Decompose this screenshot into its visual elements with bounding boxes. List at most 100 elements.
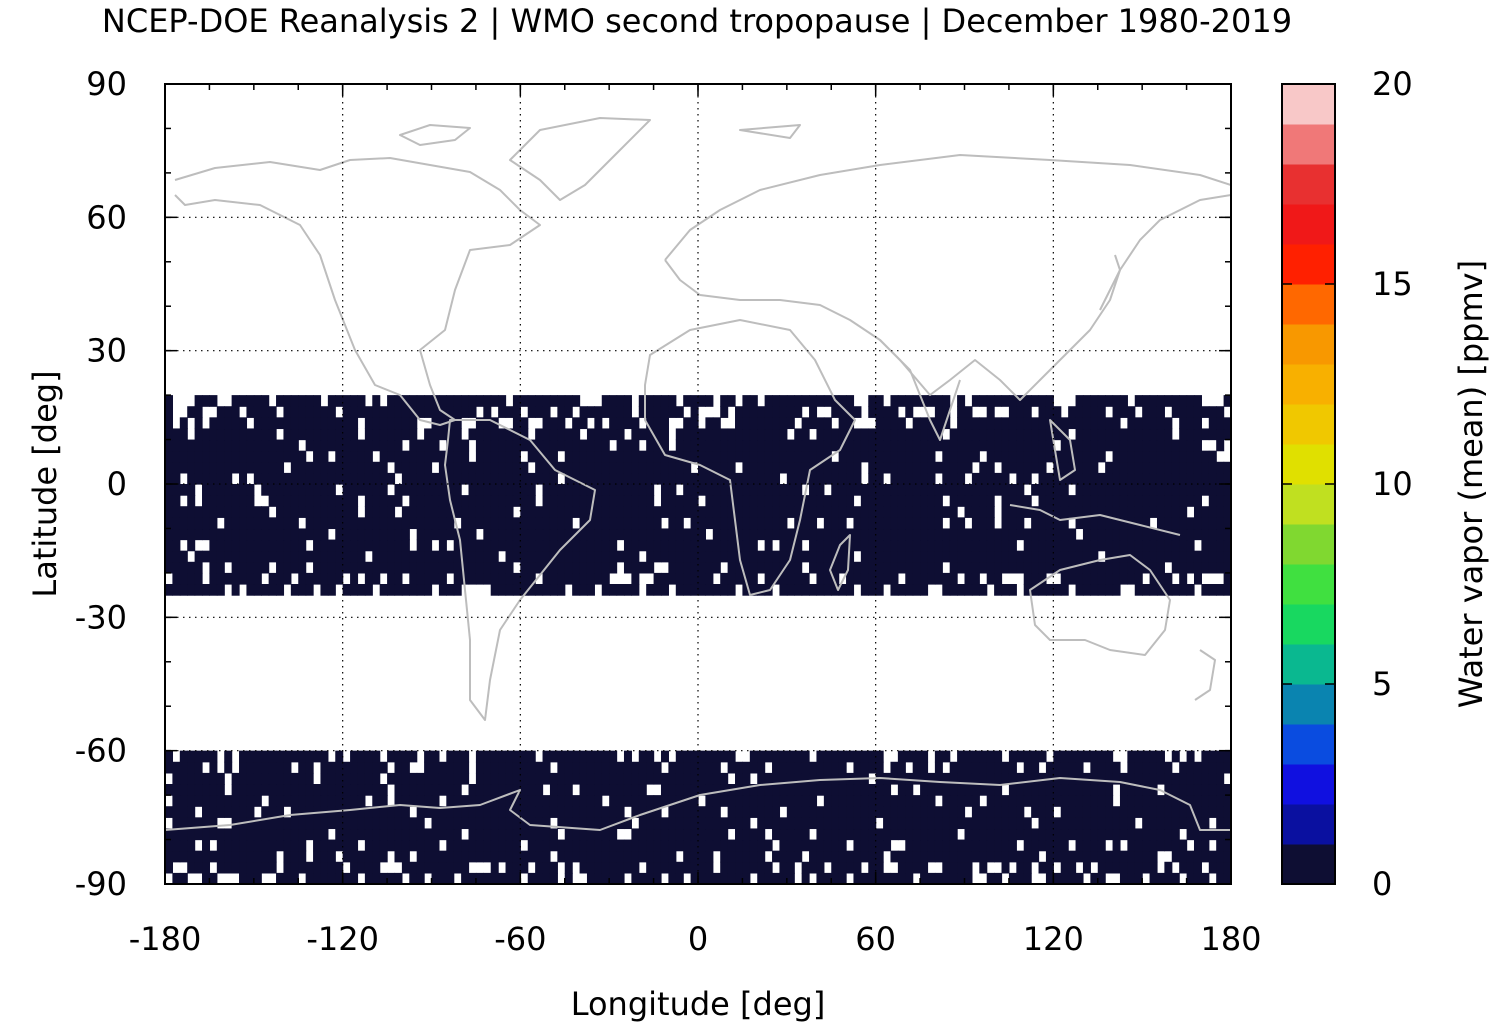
data-cell bbox=[749, 472, 758, 485]
data-cell bbox=[594, 417, 603, 430]
data-cell bbox=[727, 528, 736, 541]
data-cell bbox=[1016, 850, 1025, 863]
data-cell bbox=[475, 561, 484, 574]
data-cell bbox=[1134, 828, 1143, 841]
data-cell bbox=[838, 517, 847, 530]
data-cell bbox=[705, 750, 714, 763]
data-cell bbox=[446, 806, 455, 818]
data-cell bbox=[1023, 495, 1032, 507]
data-cell bbox=[327, 772, 336, 785]
data-cell bbox=[276, 806, 285, 818]
data-cell bbox=[1179, 572, 1188, 585]
data-cell bbox=[1134, 839, 1143, 852]
data-cell bbox=[438, 872, 447, 884]
data-cell bbox=[934, 872, 943, 884]
data-cell bbox=[327, 761, 336, 774]
data-cell bbox=[364, 872, 373, 884]
data-cell bbox=[216, 539, 225, 552]
data-cell bbox=[905, 450, 914, 463]
data-cell bbox=[1075, 850, 1084, 863]
data-cell bbox=[1164, 539, 1173, 552]
data-cell bbox=[846, 861, 855, 874]
data-cell bbox=[823, 750, 832, 763]
data-cell bbox=[890, 417, 899, 430]
data-cell bbox=[979, 528, 988, 541]
data-cell bbox=[720, 528, 729, 541]
data-cell bbox=[934, 539, 943, 552]
data-cell bbox=[1038, 439, 1047, 452]
data-cell bbox=[231, 517, 240, 530]
data-cell bbox=[313, 539, 322, 552]
data-cell bbox=[579, 561, 588, 574]
data-cell bbox=[527, 495, 536, 507]
data-cell bbox=[1134, 539, 1143, 552]
data-cell bbox=[1008, 806, 1017, 818]
data-cell bbox=[512, 472, 521, 485]
data-cell bbox=[868, 539, 877, 552]
data-cell bbox=[453, 584, 462, 596]
data-cell bbox=[838, 428, 847, 441]
data-cell bbox=[475, 839, 484, 852]
data-cell bbox=[512, 584, 521, 596]
data-cell bbox=[772, 528, 781, 541]
data-cell bbox=[1038, 795, 1047, 807]
data-cell bbox=[1119, 539, 1128, 552]
data-cell bbox=[505, 850, 514, 863]
data-cell bbox=[298, 784, 307, 796]
data-cell bbox=[779, 584, 788, 596]
data-cell bbox=[572, 839, 581, 852]
data-cell bbox=[949, 839, 958, 852]
data-cell bbox=[1134, 850, 1143, 863]
data-cell bbox=[327, 584, 336, 596]
data-cell bbox=[957, 517, 966, 530]
data-cell bbox=[216, 584, 225, 596]
data-cell bbox=[246, 517, 255, 530]
data-cell bbox=[934, 395, 943, 407]
data-cell bbox=[853, 428, 862, 441]
data-cell bbox=[512, 806, 521, 818]
data-cell bbox=[994, 872, 1003, 884]
data-cell bbox=[172, 772, 181, 785]
data-cell bbox=[631, 872, 640, 884]
data-cell bbox=[912, 850, 921, 863]
data-cell bbox=[542, 484, 551, 496]
data-cell bbox=[831, 506, 840, 518]
data-cell bbox=[446, 561, 455, 574]
data-cell bbox=[409, 839, 418, 852]
data-cell bbox=[1223, 539, 1231, 552]
data-cell bbox=[1171, 795, 1180, 807]
data-cell bbox=[468, 472, 477, 485]
data-cell bbox=[735, 817, 744, 830]
data-cell bbox=[276, 472, 285, 485]
data-cell bbox=[1082, 484, 1091, 496]
data-cell bbox=[616, 528, 625, 541]
data-cell bbox=[1016, 428, 1025, 441]
data-cell bbox=[979, 761, 988, 774]
data-cell bbox=[594, 517, 603, 530]
data-cell bbox=[298, 428, 307, 441]
data-cell bbox=[1201, 428, 1210, 441]
data-cell bbox=[601, 495, 610, 507]
data-cell bbox=[579, 795, 588, 807]
data-cell bbox=[690, 472, 699, 485]
data-cell bbox=[520, 484, 529, 496]
data-cell bbox=[253, 850, 262, 863]
data-cell bbox=[1060, 517, 1069, 530]
data-cell bbox=[690, 795, 699, 807]
data-cell bbox=[698, 428, 707, 441]
data-cell bbox=[801, 750, 810, 763]
data-cell bbox=[520, 528, 529, 541]
data-cell bbox=[1201, 872, 1210, 884]
data-cell bbox=[875, 528, 884, 541]
data-cell bbox=[446, 395, 455, 407]
data-cell bbox=[335, 461, 344, 474]
data-cell bbox=[1038, 772, 1047, 785]
data-cell bbox=[1119, 517, 1128, 530]
data-cell bbox=[690, 506, 699, 518]
data-cell bbox=[912, 572, 921, 585]
data-cell bbox=[379, 584, 388, 596]
x-axis-title: Longitude [deg] bbox=[571, 985, 826, 1023]
data-cell bbox=[1208, 428, 1217, 441]
data-cell bbox=[290, 528, 299, 541]
data-cell bbox=[438, 395, 447, 407]
